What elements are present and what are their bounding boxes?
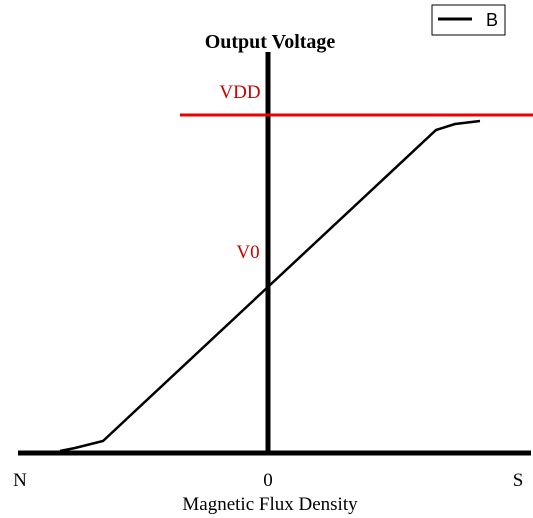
title: Output Voltage: [205, 31, 336, 53]
curve: [59, 119, 481, 453]
v0-label: V0: [236, 242, 259, 263]
vdd-label: VDD: [219, 82, 260, 103]
x-axis-label: Magnetic Flux Density: [182, 494, 358, 515]
x-right-label: S: [513, 470, 524, 491]
x-left-label: N: [13, 470, 27, 491]
legend-label: B: [486, 10, 498, 30]
x-center-label: 0: [263, 470, 273, 491]
